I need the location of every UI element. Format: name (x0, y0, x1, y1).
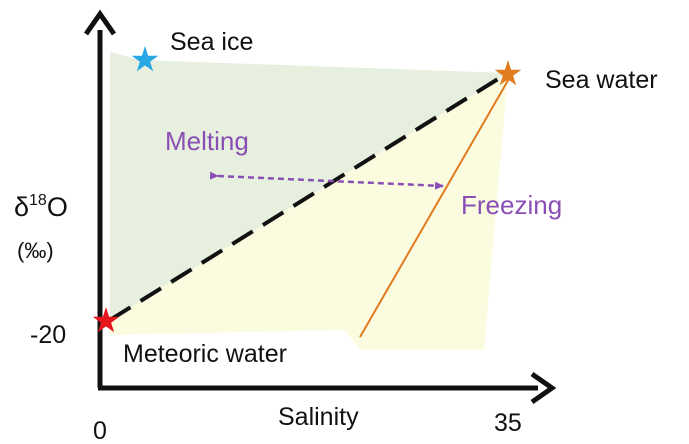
y-axis-label: δ18O (14, 193, 68, 221)
sea-water-label: Sea water (545, 66, 658, 94)
y-tick-label: -20 (30, 321, 67, 349)
x-tick-label-35: 35 (494, 409, 522, 437)
process-arrow (209, 171, 444, 190)
y-axis-unit: (‰) (17, 238, 54, 263)
sea-ice-star-icon (131, 46, 159, 72)
freezing-region (110, 73, 508, 350)
y-axis-arrowhead (83, 9, 117, 36)
y-axis-label-superscript: 18 (29, 192, 47, 209)
meteoric-water-label: Meteoric water (123, 340, 287, 368)
freezing-label: Freezing (461, 190, 563, 220)
mixing-line (108, 72, 508, 322)
x-axis-label: Salinity (278, 403, 359, 431)
meteoric-water-star-icon (92, 307, 120, 333)
sea-ice-label: Sea ice (170, 28, 254, 56)
freezing-line (359, 76, 511, 338)
y-axis-label-symbol: δ (14, 192, 30, 222)
x-tick-label-0: 0 (93, 417, 107, 444)
x-axis-arrowhead (530, 371, 557, 405)
y-axis-label-element: O (46, 192, 68, 222)
sea-water-star-icon (494, 60, 522, 86)
melting-label: Melting (165, 126, 249, 156)
